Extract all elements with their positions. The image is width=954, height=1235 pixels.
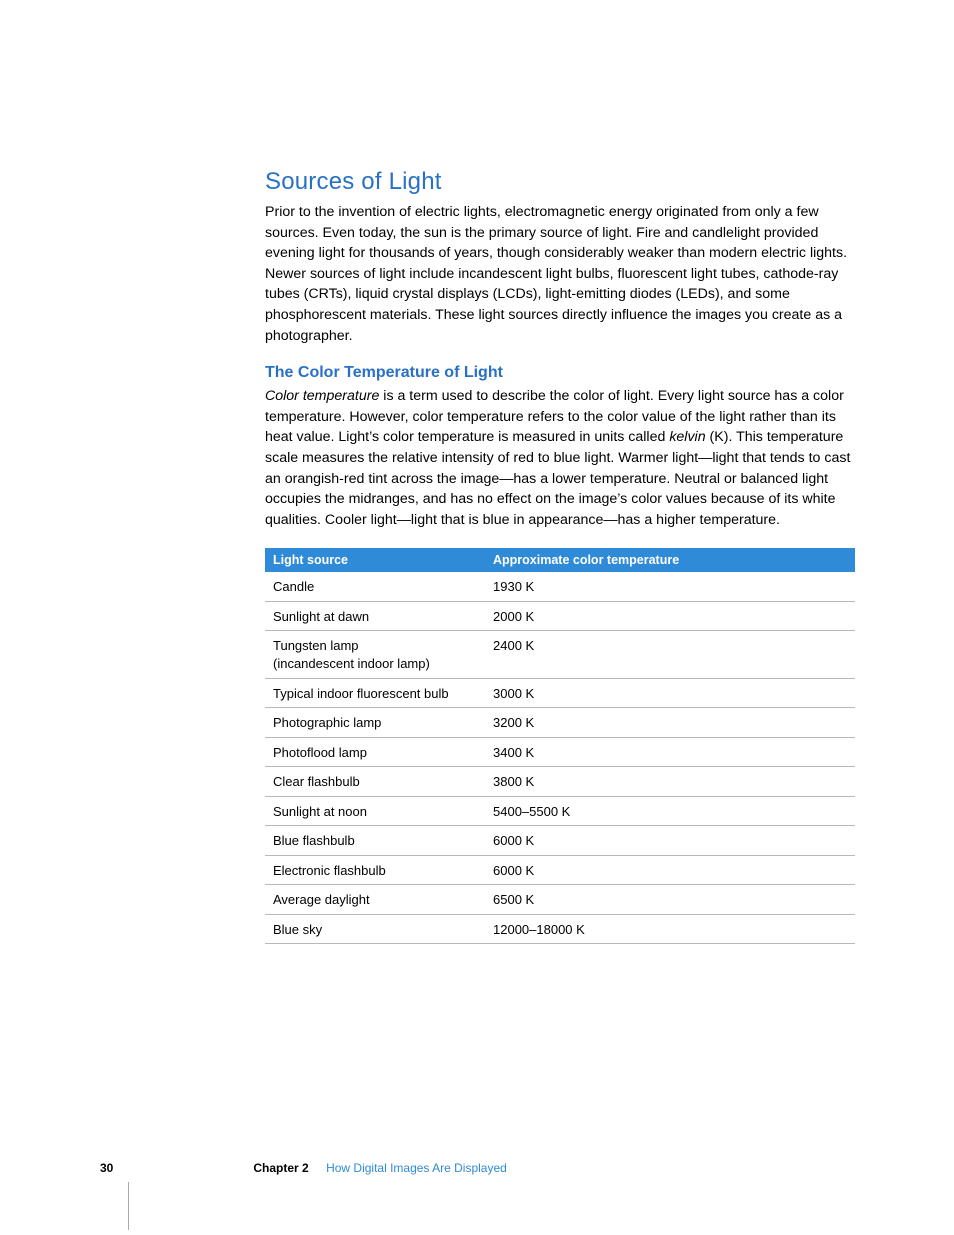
table-cell: Candle (265, 572, 485, 601)
page-footer: 30 Chapter 2 How Digital Images Are Disp… (100, 1161, 860, 1175)
table-cell: Typical indoor fluorescent bulb (265, 678, 485, 708)
table-row: Average daylight6500 K (265, 885, 855, 915)
table-cell: Average daylight (265, 885, 485, 915)
page-content: Sources of Light Prior to the invention … (265, 168, 855, 944)
table-cell: 3000 K (485, 678, 855, 708)
table-cell: 2400 K (485, 631, 855, 678)
table-header-row: Light source Approximate color temperatu… (265, 548, 855, 572)
table-cell: 3800 K (485, 767, 855, 797)
table-row: Sunlight at dawn2000 K (265, 601, 855, 631)
table-cell: Clear flashbulb (265, 767, 485, 797)
term-kelvin: kelvin (669, 429, 705, 445)
table-body: Candle1930 K Sunlight at dawn2000 K Tung… (265, 572, 855, 944)
table-cell: Photographic lamp (265, 708, 485, 738)
section-heading: Sources of Light (265, 168, 855, 196)
subsection-heading: The Color Temperature of Light (265, 364, 855, 382)
chapter-title: How Digital Images Are Displayed (326, 1161, 507, 1175)
table-cell: 12000–18000 K (485, 914, 855, 944)
table-cell: 3400 K (485, 737, 855, 767)
table-row: Sunlight at noon5400–5500 K (265, 796, 855, 826)
table-cell: 1930 K (485, 572, 855, 601)
table-row: Blue sky12000–18000 K (265, 914, 855, 944)
table-cell: Sunlight at noon (265, 796, 485, 826)
table-cell: Tungsten lamp(incandescent indoor lamp) (265, 631, 485, 678)
term-color-temperature: Color temperature (265, 388, 379, 404)
table-cell: 3200 K (485, 708, 855, 738)
chapter-label: Chapter 2 (253, 1161, 308, 1175)
table-cell: 5400–5500 K (485, 796, 855, 826)
table-cell: 6000 K (485, 826, 855, 856)
table-row: Tungsten lamp(incandescent indoor lamp)2… (265, 631, 855, 678)
table-cell: 6000 K (485, 855, 855, 885)
page-number: 30 (100, 1161, 113, 1175)
table-row: Clear flashbulb3800 K (265, 767, 855, 797)
intro-paragraph: Prior to the invention of electric light… (265, 202, 855, 346)
table-cell: 6500 K (485, 885, 855, 915)
table-cell: Electronic flashbulb (265, 855, 485, 885)
table-header-cell: Approximate color temperature (485, 548, 855, 572)
subsection-paragraph: Color temperature is a term used to desc… (265, 386, 855, 530)
table-cell: Sunlight at dawn (265, 601, 485, 631)
table-row: Photographic lamp3200 K (265, 708, 855, 738)
table-cell: Blue flashbulb (265, 826, 485, 856)
table-row: Photoflood lamp3400 K (265, 737, 855, 767)
table-cell: Photoflood lamp (265, 737, 485, 767)
table-row: Candle1930 K (265, 572, 855, 601)
table-row: Blue flashbulb6000 K (265, 826, 855, 856)
table-cell: Blue sky (265, 914, 485, 944)
footer-rule (128, 1182, 129, 1230)
table-header-cell: Light source (265, 548, 485, 572)
table-cell: 2000 K (485, 601, 855, 631)
color-temperature-table: Light source Approximate color temperatu… (265, 548, 855, 944)
table-row: Electronic flashbulb6000 K (265, 855, 855, 885)
footer-chapter: Chapter 2 How Digital Images Are Display… (253, 1161, 506, 1175)
table-row: Typical indoor fluorescent bulb3000 K (265, 678, 855, 708)
